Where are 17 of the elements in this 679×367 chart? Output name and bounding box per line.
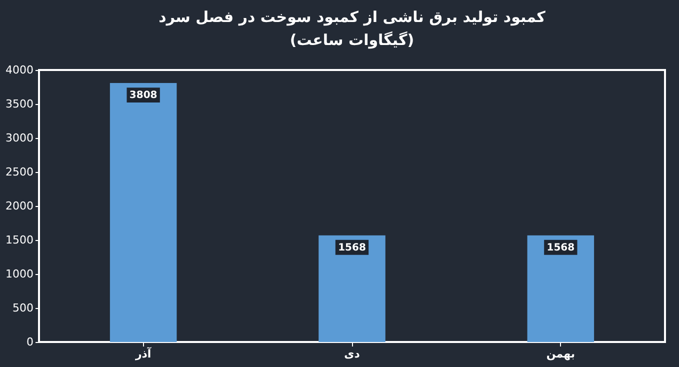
x-tick-label: بهمن	[546, 348, 576, 360]
data-label: 1568	[338, 242, 366, 254]
data-label: 3808	[129, 90, 158, 102]
y-tick-label: 3000	[6, 132, 34, 144]
chart-title: کمبود تولید برق ناشی از کمبود سوخت در فصل سرد	[158, 8, 546, 26]
y-tick-label: 2500	[6, 166, 34, 178]
y-tick-label: 2000	[6, 200, 34, 212]
chart-subtitle: (گیگاوات ساعت)	[290, 31, 414, 49]
y-tick-label: 0	[26, 336, 34, 348]
data-label: 1568	[546, 242, 575, 254]
y-tick-label: 3500	[6, 98, 34, 110]
y-tick-label: 1000	[6, 268, 34, 280]
y-tick-label: 4000	[6, 64, 34, 76]
y-tick-label: 1500	[6, 234, 34, 246]
x-tick-label: آذر	[134, 346, 152, 360]
y-tick-label: 500	[12, 302, 34, 314]
x-tick-label: دی	[344, 348, 360, 360]
